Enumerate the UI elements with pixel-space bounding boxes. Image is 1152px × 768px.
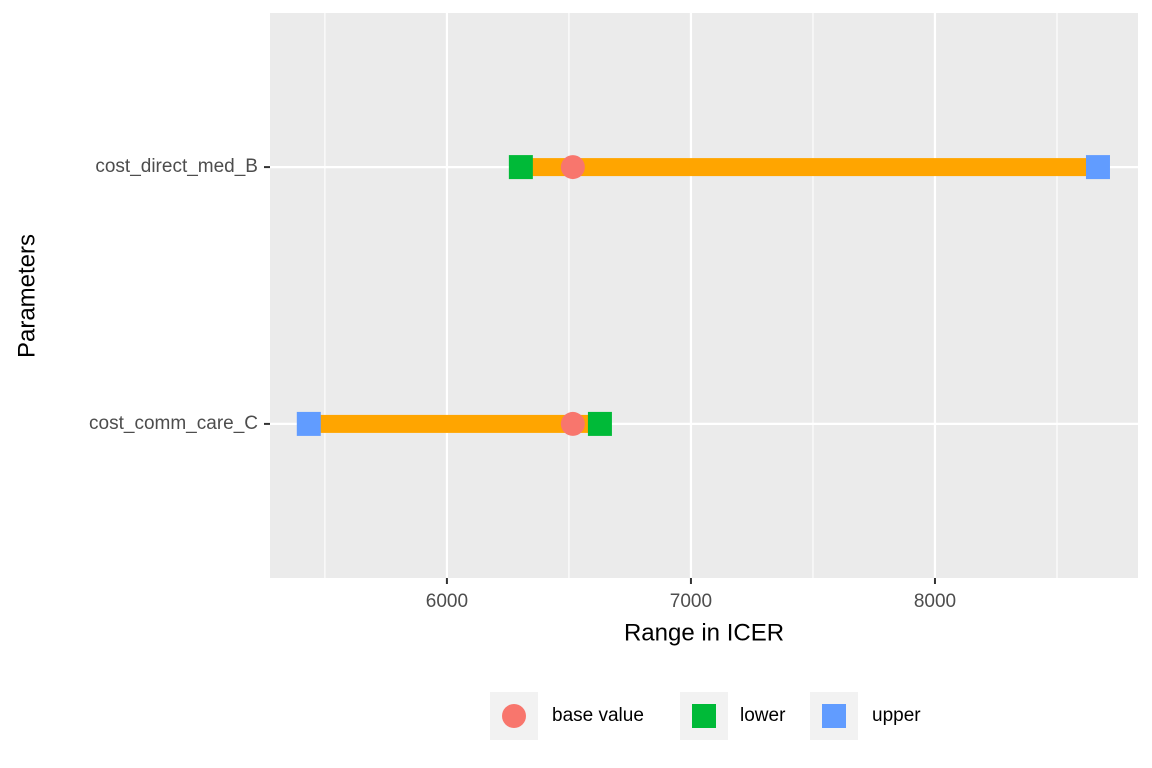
legend-key bbox=[502, 704, 526, 728]
legend-key bbox=[822, 704, 846, 728]
x-tick-label: 6000 bbox=[426, 591, 468, 612]
point bbox=[560, 411, 585, 436]
point bbox=[508, 155, 533, 180]
point bbox=[1085, 155, 1110, 180]
point bbox=[560, 155, 585, 180]
legend-key bbox=[692, 704, 716, 728]
y-axis-title: Parameters bbox=[13, 234, 40, 358]
panel bbox=[270, 13, 1138, 578]
point bbox=[296, 411, 321, 436]
x-tick-label: 7000 bbox=[670, 591, 712, 612]
range-bar bbox=[308, 414, 600, 433]
range-bar bbox=[520, 158, 1098, 177]
point bbox=[587, 411, 612, 436]
legend-label: lower bbox=[740, 705, 786, 726]
legend-label: base value bbox=[552, 705, 644, 726]
x-tick-label: 8000 bbox=[914, 591, 956, 612]
y-tick-label: cost_comm_care_C bbox=[89, 413, 258, 434]
x-axis-title: Range in ICER bbox=[624, 619, 784, 646]
y-tick-label: cost_direct_med_B bbox=[95, 156, 258, 177]
legend-label: upper bbox=[872, 705, 921, 726]
